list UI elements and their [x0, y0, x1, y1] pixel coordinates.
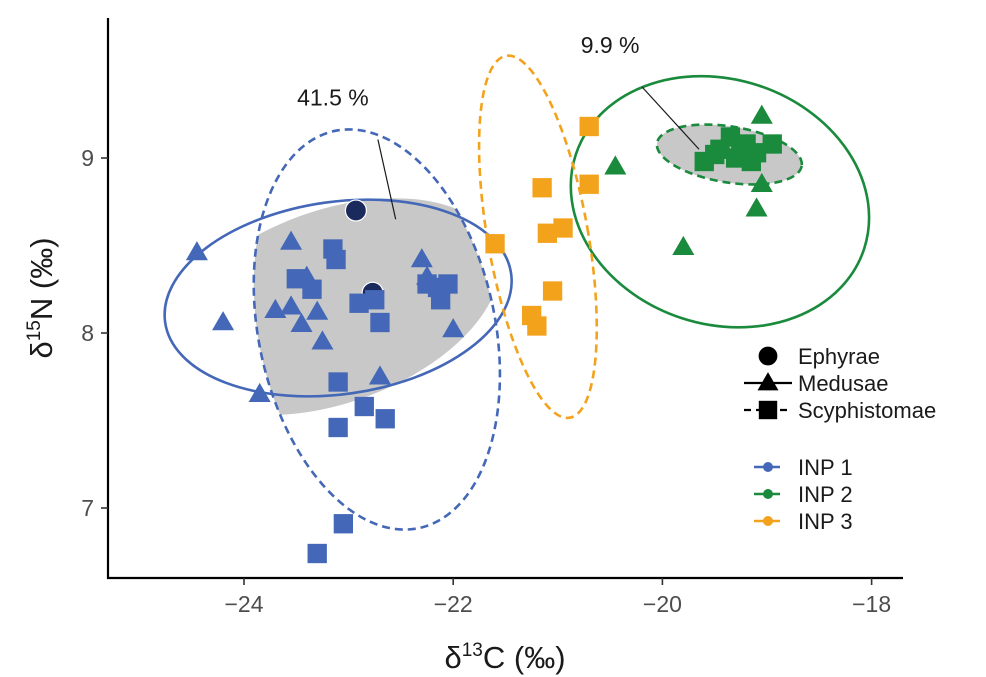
point-inp3-scyphistomae: [527, 316, 547, 336]
legend-marker-scyphistomae: [758, 400, 778, 420]
point-inp2-medusae: [750, 172, 773, 192]
point-inp1-medusae: [280, 230, 303, 250]
point-inp1-medusae: [248, 382, 271, 402]
point-inp1-medusae: [368, 365, 391, 385]
ellipse-inp2-medusae: [569, 74, 871, 329]
point-inp3-scyphistomae: [542, 281, 563, 301]
legend-marker-medusae: [757, 372, 779, 391]
point-inp3-scyphistomae: [579, 116, 599, 137]
y-tick-label: 8: [81, 320, 94, 346]
x-tick-label: −22: [434, 591, 473, 617]
point-inp3-scyphistomae: [579, 174, 599, 194]
y-axis-title-sup: 15: [24, 320, 45, 341]
x-tick-label: −24: [224, 591, 263, 617]
ellipse-layer: [163, 54, 871, 531]
point-inp1-medusae: [185, 241, 208, 261]
point-inp2-medusae: [672, 235, 695, 255]
y-axis-title-prefix: δ: [24, 341, 59, 358]
legend-group-label: INP 3: [798, 509, 853, 534]
annotation-leader-line: [641, 86, 700, 150]
y-tick-label: 7: [81, 495, 94, 521]
point-inp1-scyphistomae: [328, 372, 348, 392]
point-inp1-scyphistomae: [370, 312, 390, 333]
point-inp1-medusae: [311, 330, 334, 350]
legend-color-dot: [763, 489, 773, 499]
annotation-layer: 41.5 % 9.9 %: [297, 32, 700, 220]
legend-group-label: INP 2: [798, 482, 853, 507]
point-inp3-scyphistomae: [553, 218, 573, 238]
point-inp1-ephyrae: [344, 199, 368, 222]
ellipse-inp1-scyphistomae: [252, 128, 502, 531]
point-inp1-scyphistomae: [286, 269, 306, 289]
point-inp3-scyphistomae: [485, 234, 505, 254]
point-inp1-scyphistomae: [307, 543, 327, 564]
point-inp2-medusae: [745, 197, 768, 217]
point-inp1-scyphistomae: [349, 293, 369, 313]
legend-label: Ephyrae: [798, 344, 880, 369]
point-inp2-scyphistomae: [746, 143, 767, 163]
point-inp1-medusae: [280, 295, 303, 315]
point-inp1-scyphistomae: [326, 249, 346, 270]
point-inp1-medusae: [212, 311, 235, 331]
ellipse-inp1-medusae: [163, 198, 513, 398]
x-axis-title-prefix: δ: [444, 640, 461, 675]
point-inp1-medusae: [306, 300, 329, 320]
point-inp1-scyphistomae: [354, 396, 374, 417]
point-inp2-medusae: [604, 155, 627, 175]
point-inp1-scyphistomae: [365, 290, 385, 310]
legend-marker-ephyrae: [757, 345, 779, 367]
point-layer: [185, 104, 782, 564]
x-tick-label: −20: [643, 591, 682, 617]
x-axis-title-sup: 13: [462, 640, 483, 661]
x-axis-title-main: C (‰): [483, 640, 566, 675]
y-tick-label: 9: [81, 145, 94, 171]
y-axis-title: δ15N (‰): [24, 237, 59, 358]
annotation-label: 41.5 %: [297, 85, 369, 111]
annotation-leader-line: [377, 139, 397, 220]
point-inp1-medusae: [410, 248, 433, 268]
ellipse-inp2-scyphistomae: [655, 123, 804, 186]
point-inp1-scyphistomae: [302, 279, 322, 299]
point-inp1-scyphistomae: [438, 274, 458, 294]
x-axis-title: δ13C (‰): [444, 640, 565, 675]
point-inp1-medusae: [290, 312, 313, 332]
point-inp2-scyphistomae: [762, 134, 782, 154]
legend-group-label: INP 1: [798, 455, 853, 480]
point-inp3-scyphistomae: [537, 223, 558, 243]
annotation-label: 9.9 %: [581, 32, 640, 58]
point-inp3-scyphistomae: [532, 178, 552, 198]
point-inp2-medusae: [750, 104, 773, 124]
point-inp1-medusae: [442, 318, 465, 338]
point-inp1-scyphistomae: [328, 417, 348, 438]
point-inp1-scyphistomae: [375, 409, 395, 429]
x-tick-label: −18: [852, 591, 891, 617]
point-inp1-scyphistomae: [333, 514, 354, 534]
y-axis-title-main: N (‰): [24, 237, 59, 320]
legend-label: Medusae: [798, 371, 889, 396]
point-inp1-scyphistomae: [430, 290, 451, 310]
legend-color-dot: [763, 516, 773, 526]
legend-label: Scyphistomae: [798, 398, 936, 423]
legend-color-dot: [763, 462, 773, 472]
